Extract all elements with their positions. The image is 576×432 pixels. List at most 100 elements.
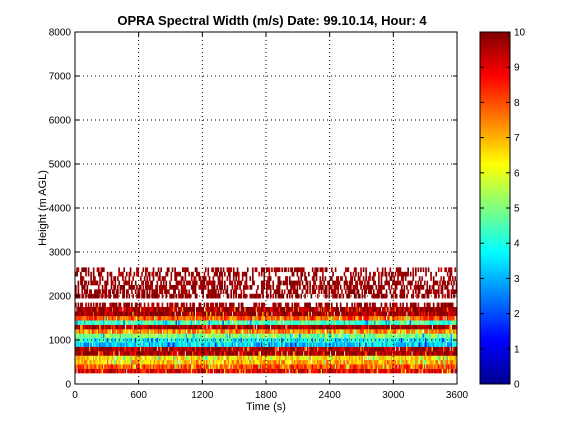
heatmap-cell <box>305 359 308 365</box>
heatmap-cell <box>278 368 281 374</box>
heatmap-cell <box>197 346 199 352</box>
heatmap-cell <box>208 342 211 347</box>
heatmap-cell <box>213 359 216 365</box>
heatmap-cell <box>374 302 376 308</box>
heatmap-cell <box>127 302 129 308</box>
heatmap-cell <box>232 307 235 312</box>
heatmap-cell <box>305 342 308 347</box>
heatmap-cell <box>269 333 272 339</box>
heatmap-cell <box>169 293 171 299</box>
heatmap-cell <box>339 302 342 308</box>
heatmap-cell <box>113 289 115 295</box>
heatmap-cell <box>115 337 118 343</box>
heatmap-cell <box>231 368 234 374</box>
heatmap-cell <box>324 346 327 352</box>
heatmap-cell <box>343 320 346 325</box>
heatmap-cell <box>138 346 141 352</box>
heatmap-cell <box>268 285 271 290</box>
heatmap-cell <box>110 368 113 374</box>
heatmap-cell <box>350 324 352 330</box>
heatmap-cell <box>383 329 385 334</box>
heatmap-cell <box>422 315 425 321</box>
heatmap-cell <box>152 315 155 321</box>
heatmap-cell <box>276 333 278 339</box>
heatmap-cell <box>355 307 357 312</box>
heatmap-cell <box>308 315 310 321</box>
heatmap-cell <box>89 355 91 361</box>
heatmap-cell <box>330 289 333 295</box>
heatmap-cell <box>268 364 271 369</box>
heatmap-cell <box>306 355 309 361</box>
heatmap-cell <box>425 342 427 347</box>
heatmap-cell <box>77 302 80 308</box>
heatmap-cell <box>263 307 266 312</box>
heatmap-cell <box>176 324 179 330</box>
heatmap-cell <box>245 368 248 374</box>
heatmap-cell <box>286 359 289 365</box>
heatmap-cell <box>282 307 285 312</box>
heatmap-cell <box>103 307 105 312</box>
heatmap-cell <box>266 329 268 334</box>
heatmap-cell <box>192 302 194 308</box>
heatmap-cell <box>178 368 180 374</box>
heatmap-cell <box>94 289 96 295</box>
heatmap-cell <box>78 359 81 365</box>
heatmap-cell <box>313 342 315 347</box>
heatmap-cell <box>202 359 204 365</box>
heatmap-cell <box>400 320 403 325</box>
heatmap-cell <box>271 364 273 369</box>
heatmap-cell <box>389 351 392 356</box>
heatmap-cell <box>162 329 165 334</box>
heatmap-cell <box>223 337 226 343</box>
heatmap-cell <box>310 320 313 325</box>
heatmap-cell <box>187 355 189 361</box>
heatmap-cell <box>348 351 351 356</box>
heatmap-cell <box>319 324 322 330</box>
heatmap-cell <box>418 351 421 356</box>
heatmap-cell <box>134 359 137 365</box>
heatmap-cell <box>235 359 238 365</box>
heatmap-cell <box>198 333 201 339</box>
heatmap-cell <box>157 355 160 361</box>
heatmap-cell <box>248 351 250 356</box>
heatmap-cell <box>222 351 225 356</box>
heatmap-cell <box>342 311 345 317</box>
heatmap-cell <box>208 346 211 352</box>
heatmap-cell <box>305 315 308 321</box>
heatmap-cell <box>413 315 416 321</box>
heatmap-cell <box>392 320 394 325</box>
heatmap-cell <box>137 320 140 325</box>
heatmap-cell <box>212 285 215 290</box>
heatmap-cell <box>244 359 247 365</box>
heatmap-cell <box>427 346 430 352</box>
heatmap-cell <box>344 337 347 343</box>
heatmap-cell <box>86 307 89 312</box>
heatmap-cell <box>320 364 323 369</box>
heatmap-cell <box>245 337 248 343</box>
heatmap-cell <box>212 355 215 361</box>
heatmap-cell <box>255 368 258 374</box>
heatmap-cell <box>409 302 412 308</box>
heatmap-cell <box>366 346 369 352</box>
heatmap-cell <box>225 315 227 321</box>
heatmap-cell <box>117 307 119 312</box>
heatmap-cell <box>365 307 367 312</box>
heatmap-cell <box>431 315 434 321</box>
heatmap-cell <box>411 342 413 347</box>
heatmap-cell <box>360 324 362 330</box>
heatmap-cell <box>369 368 371 374</box>
heatmap-cell <box>421 315 424 321</box>
heatmap-cell <box>83 346 86 352</box>
heatmap-cell <box>333 293 336 299</box>
heatmap-cell <box>402 333 404 339</box>
heatmap-cell <box>384 346 387 352</box>
heatmap-cell <box>128 342 131 347</box>
heatmap-cell <box>446 324 449 330</box>
heatmap-cell <box>320 355 323 361</box>
heatmap-cell <box>174 315 176 321</box>
heatmap-cell <box>100 329 103 334</box>
heatmap-cell <box>322 329 324 334</box>
heatmap-cell <box>184 307 187 312</box>
heatmap-cell <box>280 359 282 365</box>
heatmap-cell <box>111 346 114 352</box>
